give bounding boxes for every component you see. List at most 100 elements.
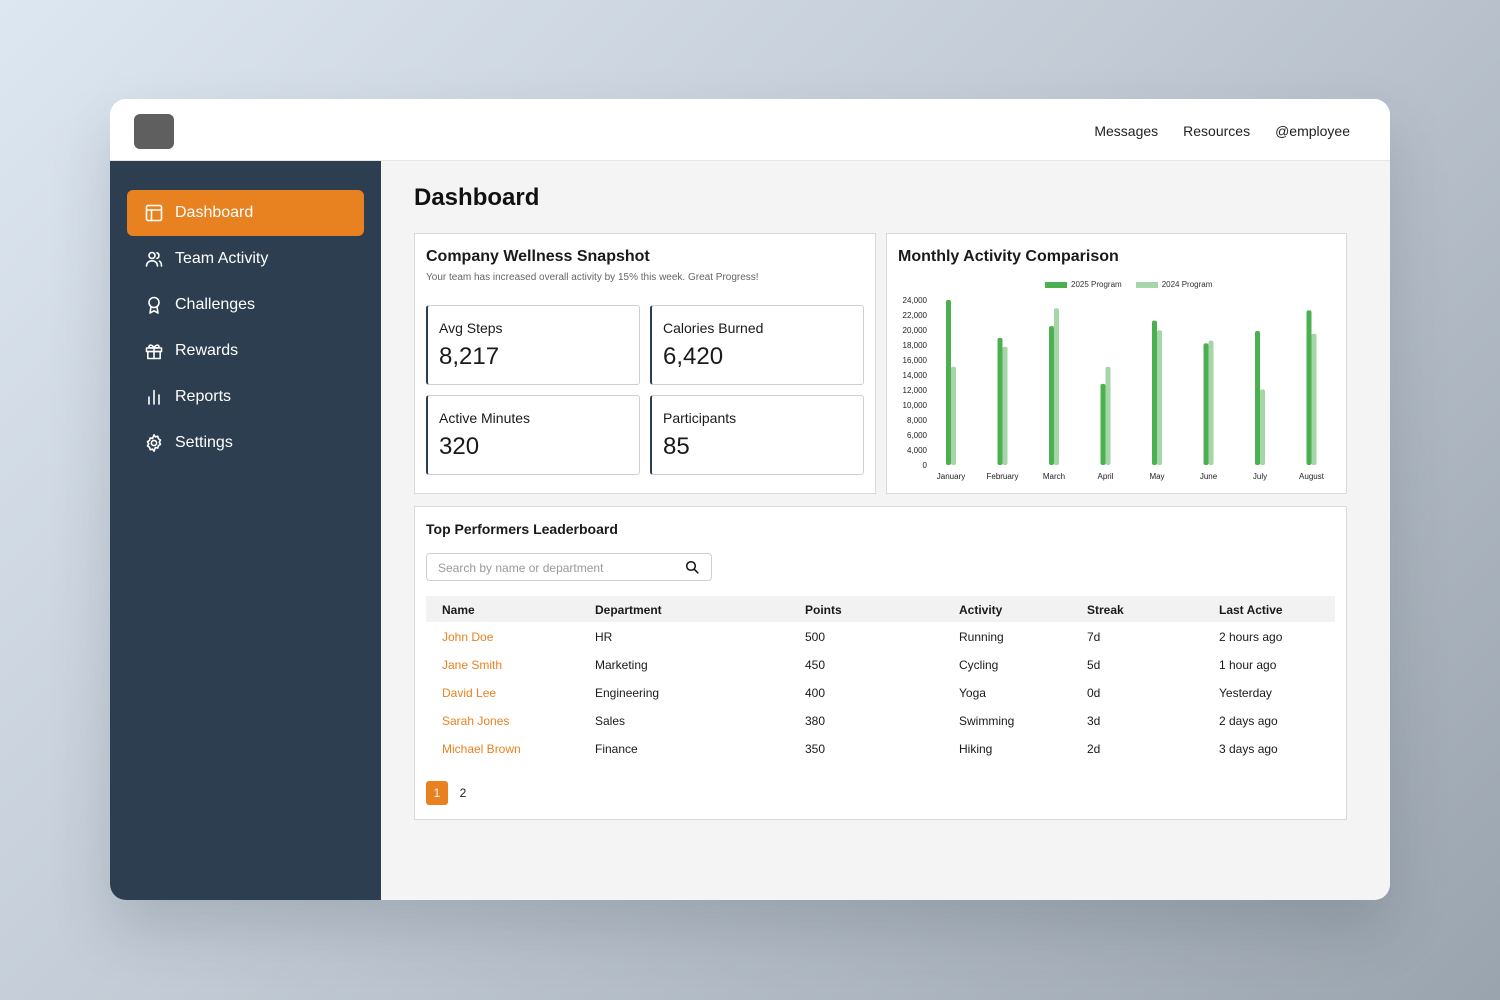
legend-item: 2025 Program [1045, 280, 1122, 289]
x-tick-label: July [1253, 472, 1267, 481]
user-menu[interactable]: @employee [1275, 123, 1350, 139]
table-row: Sarah Jones Sales 380 Swimming 3d 2 days… [426, 706, 1335, 734]
last-active-cell: Yesterday [1219, 686, 1272, 700]
gift-icon [143, 340, 165, 362]
member-name-link[interactable]: Sarah Jones [442, 714, 510, 728]
card-subtitle: Your team has increased overall activity… [426, 272, 759, 283]
sidebar-item-settings[interactable]: Settings [127, 420, 364, 466]
x-tick-label: January [937, 472, 965, 481]
points-cell: 450 [805, 658, 826, 672]
search-input[interactable] [438, 559, 673, 577]
bar-may-2025 [1152, 320, 1157, 465]
bar-august-2025 [1306, 310, 1312, 465]
department-cell: Finance [595, 742, 638, 756]
column-header[interactable]: Name [442, 603, 475, 617]
award-icon [143, 294, 165, 316]
page-button-2[interactable]: 2 [459, 786, 467, 800]
points-cell: 500 [805, 630, 826, 644]
activity-cell: Swimming [959, 714, 1015, 728]
y-tick-label: 6,000 [907, 431, 928, 440]
search-box [426, 553, 712, 581]
column-header[interactable]: Streak [1087, 603, 1124, 617]
gear-icon [143, 432, 165, 454]
sidebar-item-rewards[interactable]: Rewards [127, 328, 364, 374]
y-tick-label: 22,000 [903, 311, 928, 320]
last-active-cell: 2 days ago [1219, 714, 1278, 728]
column-header[interactable]: Activity [959, 603, 1003, 617]
y-tick-label: 12,000 [903, 386, 928, 395]
bar-june-2025 [1203, 343, 1209, 465]
department-cell: Marketing [595, 658, 648, 672]
y-tick-label: 10,000 [903, 401, 928, 410]
bar-february-2024 [1002, 346, 1008, 465]
member-name-link[interactable]: Jane Smith [442, 658, 503, 672]
department-cell: Engineering [595, 686, 660, 700]
column-header[interactable]: Points [805, 603, 842, 617]
x-tick-label: June [1200, 472, 1218, 481]
stat-card-participants: Participants 85 [650, 395, 864, 475]
department-cell: Sales [595, 714, 626, 728]
streak-cell: 0d [1087, 686, 1101, 700]
leaderboard-table: Name Department Points Activity Streak L… [426, 596, 1335, 762]
chart-legend: 2025 Program 2024 Program [1045, 280, 1212, 289]
stat-card-avg-steps: Avg Steps 8,217 [426, 305, 640, 385]
last-active-cell: 2 hours ago [1219, 630, 1283, 644]
top-nav: Messages Resources @employee [1094, 123, 1350, 139]
points-cell: 350 [805, 742, 826, 756]
y-tick-label: 8,000 [907, 416, 928, 425]
bar-july-2025 [1255, 330, 1260, 465]
leaderboard-card: Top Performers Leaderboard Name Departme… [414, 506, 1347, 820]
activity-cell: Yoga [959, 686, 986, 700]
activity-cell: Cycling [959, 658, 999, 672]
stat-value: 6,420 [663, 343, 724, 370]
sidebar-item-label: Reports [175, 388, 232, 405]
sidebar-item-team-activity[interactable]: Team Activity [127, 236, 364, 282]
bar-may-2024 [1157, 330, 1162, 465]
points-cell: 380 [805, 714, 826, 728]
page-button-1[interactable]: 1 [426, 781, 448, 805]
column-header[interactable]: Last Active [1219, 603, 1283, 617]
layout-icon [143, 202, 165, 224]
page-title: Dashboard [414, 184, 540, 211]
streak-cell: 3d [1087, 714, 1101, 728]
bar-june-2024 [1208, 340, 1214, 465]
stat-label: Participants [663, 410, 737, 426]
stat-value: 85 [663, 433, 690, 460]
x-tick-label: May [1149, 472, 1164, 481]
x-tick-label: August [1299, 472, 1325, 481]
x-tick-label: March [1043, 472, 1065, 481]
member-name-link[interactable]: John Doe [442, 630, 494, 644]
x-tick-label: February [986, 472, 1018, 481]
table-row: Jane Smith Marketing 450 Cycling 5d 1 ho… [426, 650, 1335, 678]
stat-label: Avg Steps [439, 320, 503, 336]
member-name-link[interactable]: David Lee [442, 686, 497, 700]
wellness-snapshot-card: Company Wellness Snapshot Your team has … [414, 233, 876, 494]
bar-chart-icon [143, 386, 165, 408]
table-row: Michael Brown Finance 350 Hiking 2d 3 da… [426, 734, 1335, 762]
department-cell: HR [595, 630, 613, 644]
sidebar-item-label: Dashboard [175, 204, 254, 221]
column-header[interactable]: Department [595, 603, 662, 617]
pagination: 1 2 [426, 781, 478, 805]
sidebar-item-label: Challenges [175, 296, 256, 313]
logo[interactable] [134, 114, 174, 149]
last-active-cell: 1 hour ago [1219, 658, 1277, 672]
streak-cell: 7d [1087, 630, 1101, 644]
card-title: Company Wellness Snapshot [426, 248, 650, 265]
member-name-link[interactable]: Michael Brown [442, 742, 521, 756]
stat-card-calories: Calories Burned 6,420 [650, 305, 864, 385]
sidebar-item-challenges[interactable]: Challenges [127, 282, 364, 328]
stat-label: Calories Burned [663, 320, 764, 336]
sidebar-item-reports[interactable]: Reports [127, 374, 364, 420]
monthly-activity-card: Monthly Activity Comparison 2025 Program… [886, 233, 1347, 494]
messages-link[interactable]: Messages [1094, 123, 1159, 139]
bar-chart: 0 4,000 6,000 8,000 10,000 12,000 14,000 16,000… [903, 296, 1325, 481]
y-tick-label: 4,000 [907, 446, 928, 455]
sidebar-item-dashboard[interactable]: Dashboard [127, 190, 364, 236]
points-cell: 400 [805, 686, 826, 700]
main-content: Dashboard Company Wellness Snapshot Your… [381, 161, 1390, 900]
resources-link[interactable]: Resources [1183, 123, 1251, 139]
bar-march-2024 [1054, 308, 1059, 465]
search-icon[interactable] [685, 560, 699, 574]
chart-title: Monthly Activity Comparison [898, 248, 1119, 265]
